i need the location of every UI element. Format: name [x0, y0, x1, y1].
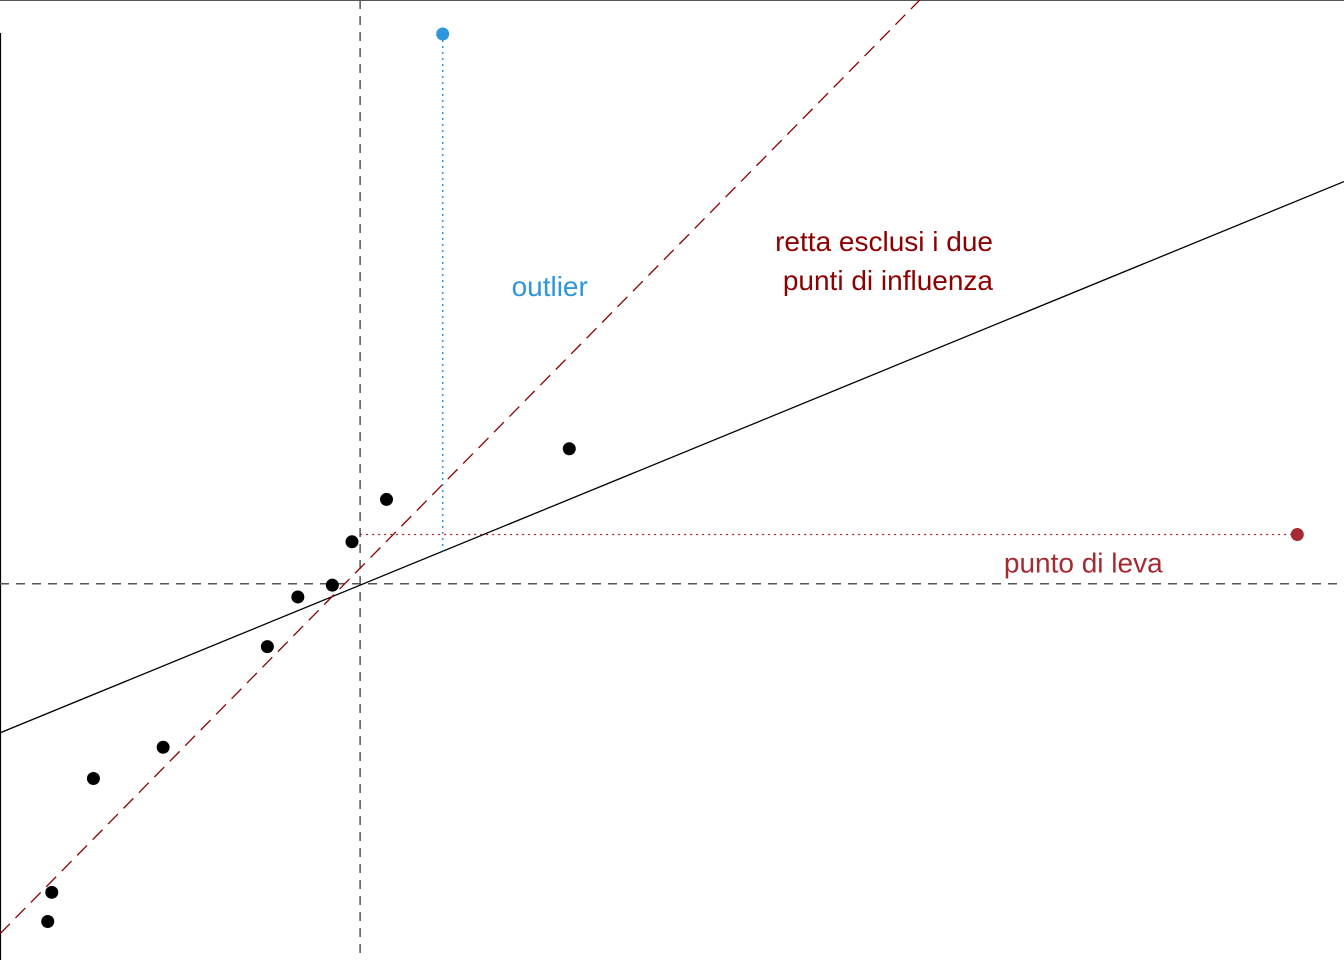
points-layer — [41, 27, 1304, 928]
outlier-point — [436, 27, 450, 41]
regression-line-excluding — [0, 0, 921, 935]
outlier-label: outlier — [512, 271, 588, 302]
excluded-regression-label-line-2: punti di influenza — [783, 265, 994, 296]
data-point-8 — [345, 535, 359, 549]
data-point-7 — [325, 578, 339, 592]
excluded-regression-label-line-1: retta esclusi i due — [775, 226, 993, 257]
data-point-6 — [291, 590, 305, 604]
data-point-4 — [156, 740, 170, 754]
regression-line-all — [0, 180, 1344, 734]
data-point-9 — [380, 492, 394, 506]
leverage-point — [1290, 527, 1304, 541]
data-point-2 — [45, 885, 59, 899]
data-point-1 — [41, 914, 55, 928]
data-point-3 — [86, 771, 100, 785]
leverage-point-label: punto di leva — [1004, 547, 1163, 578]
data-point-10 — [562, 442, 576, 456]
data-point-5 — [260, 640, 274, 654]
